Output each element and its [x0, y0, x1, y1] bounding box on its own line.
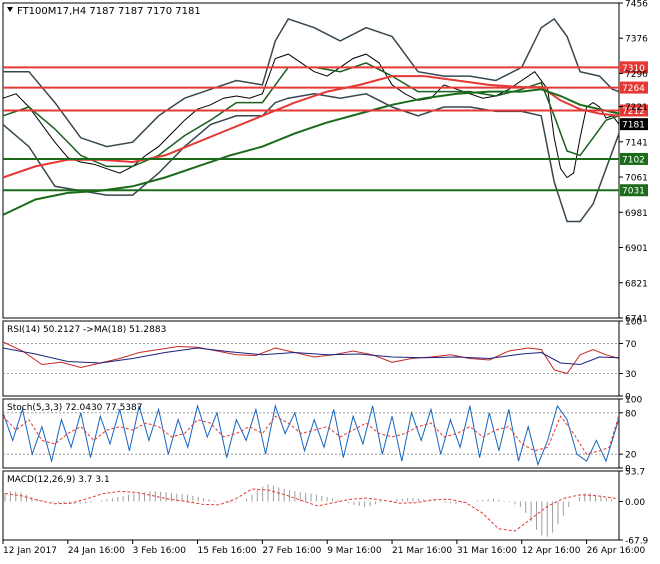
main-y-tick-label: 7296: [625, 70, 648, 80]
macd-y-tick-label: 53.7: [625, 468, 645, 478]
stoch-k-line: [2, 404, 620, 467]
macd-y-tick-label: 0.00: [625, 498, 645, 508]
x-tick-label: 26 Apr 16:00: [587, 546, 646, 556]
level-label: 7102: [622, 155, 645, 165]
series-ma-fast: [2, 62, 620, 168]
level-label: 7031: [622, 187, 645, 197]
level-label-bg: [620, 81, 648, 94]
main-y-tick-label: 7221: [625, 103, 648, 113]
stoch-y-tick-label: 20: [625, 451, 637, 461]
x-tick-label: 21 Mar 16:00: [392, 546, 452, 556]
level-label: 7310: [622, 64, 645, 74]
stoch-label: Stoch(5,3,3) 72.0430 77.5387: [7, 403, 142, 413]
level-label: 7212: [622, 107, 645, 117]
level-label-bg: [620, 61, 648, 74]
level-label-bg: [620, 184, 648, 197]
current-price-bg: [620, 118, 648, 131]
x-tick-label: 27 Feb 16:00: [262, 546, 321, 556]
main-y-tick-label: 6981: [625, 209, 648, 219]
level-label-bg: [620, 152, 648, 165]
stoch-y-tick-label: 100: [625, 396, 642, 406]
main-y-tick-label: 6821: [625, 279, 648, 289]
series-price: [2, 53, 620, 179]
series-bb-lower: [2, 93, 620, 223]
x-tick-label: 12 Jan 2017: [3, 546, 57, 556]
stoch-d-line: [2, 414, 620, 455]
x-tick-label: 15 Feb 16:00: [198, 546, 257, 556]
rsi-y-tick-label: 100: [625, 318, 642, 328]
x-tick-label: 9 Mar 16:00: [327, 546, 382, 556]
main-y-tick-label: 7456: [625, 0, 648, 10]
x-tick-label: 24 Jan 16:00: [68, 546, 125, 556]
main-y-tick-label: 7141: [625, 138, 648, 148]
rsi-y-tick-label: 0: [625, 393, 631, 403]
panel-frame-rsi: [2, 320, 620, 397]
stoch-y-tick-label: 80: [625, 409, 637, 419]
x-tick-label: 31 Mar 16:00: [457, 546, 517, 556]
stoch-y-tick-label: 0: [625, 465, 631, 475]
main-y-tick-label: 6741: [625, 315, 648, 325]
series-bb-upper: [3, 17, 620, 148]
symbol-marker-icon: [7, 7, 13, 12]
symbol-label: FT100M17,H4 7187 7187 7170 7181: [17, 6, 201, 17]
rsi-label: RSI(14) 50.2127 ->MA(18) 51.2883: [7, 325, 166, 335]
x-tick-label: 12 Apr 16:00: [522, 546, 581, 556]
panel-frame-stoch: [2, 398, 620, 469]
rsi-ma-line: [2, 347, 620, 366]
main-y-tick-label: 7061: [625, 174, 648, 184]
level-label: 7264: [622, 84, 645, 94]
series-ma-slow: [2, 88, 620, 216]
panel-frame-macd: [2, 470, 620, 541]
main-y-tick-label: 6901: [625, 244, 648, 254]
macd-y-tick-label: -67.9: [625, 537, 649, 547]
macd-label: MACD(12,26,9) 3.7 3.1: [7, 475, 110, 485]
level-label-bg: [620, 104, 648, 117]
current-price-label: 7181: [622, 121, 645, 131]
rsi-y-tick-label: 30: [625, 370, 637, 380]
x-tick-label: 3 Feb 16:00: [133, 546, 187, 556]
main-y-tick-label: 7376: [625, 35, 648, 45]
rsi-y-tick-label: 70: [625, 340, 637, 350]
